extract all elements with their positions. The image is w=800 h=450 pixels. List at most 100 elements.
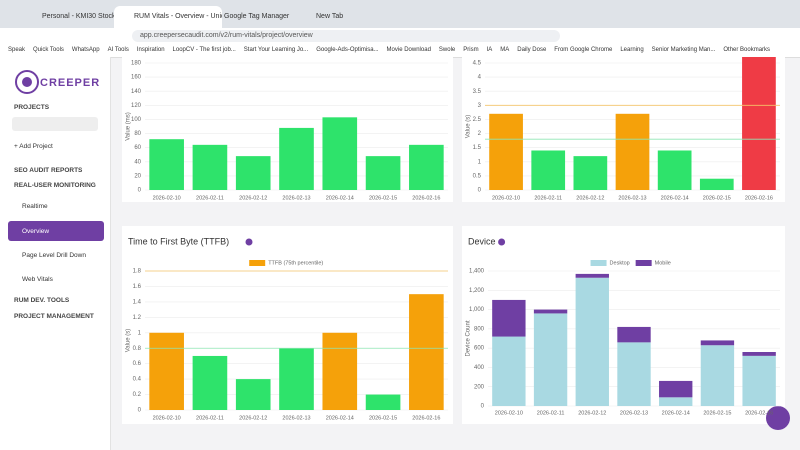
bar — [235, 379, 271, 410]
tab[interactable]: Personal - KMI30 Stock Analysi... — [42, 13, 132, 20]
x-tick-label: 2026-02-14 — [326, 195, 354, 201]
menu-item[interactable]: REAL-USER MONITORING — [14, 182, 96, 189]
active-item — [8, 221, 104, 241]
x-tick-label: 2026-02-13 — [620, 410, 648, 416]
y-tick-label: 0.2 — [133, 392, 142, 398]
menu-item[interactable]: PROJECT MANAGEMENT — [14, 313, 94, 320]
menu-item[interactable]: Realtime — [22, 203, 48, 210]
x-tick-label: 2026-02-11 — [534, 195, 562, 201]
bookmark[interactable]: LoopCV - The first job... — [172, 47, 236, 53]
bar — [365, 394, 401, 410]
y-tick-label: 1.8 — [133, 269, 142, 275]
bookmark[interactable]: WhatsApp — [71, 47, 100, 53]
y-tick-label: 0.5 — [473, 173, 482, 179]
menu-item[interactable]: RUM DEV. TOOLS — [14, 297, 70, 304]
y-tick-label: 800 — [474, 326, 485, 332]
y-tick-label: 0 — [481, 404, 485, 410]
x-tick-label: 2026-02-14 — [326, 415, 354, 421]
y-tick-label: 1.6 — [133, 284, 142, 290]
tab[interactable]: New Tab — [316, 13, 344, 20]
x-tick-label: 2026-02-13 — [618, 195, 646, 201]
y-tick-label: 20 — [134, 173, 141, 179]
tab[interactable]: RUM Vitals - Overview - UniqC... — [114, 6, 222, 28]
y-tick-label: 600 — [474, 346, 485, 352]
bookmark[interactable]: Prism — [463, 47, 479, 53]
y-tick-label: 3.5 — [473, 89, 482, 95]
bar — [575, 273, 609, 278]
bookmark[interactable]: MA — [500, 47, 510, 53]
x-tick-label: 2026-02-16 — [412, 415, 440, 421]
tab-bar: Personal - KMI30 Stock Analysi... RUM Vi… — [0, 0, 800, 28]
x-tick-label: 2026-02-15 — [369, 415, 397, 421]
bookmark[interactable]: Google-Ads-Optimisa... — [316, 47, 379, 53]
bookmarks-bar: Speak Quick Tools WhatsApp AI Tools Inspirat… — [0, 44, 800, 58]
projects-label: PROJECTS — [14, 104, 50, 111]
bookmark[interactable]: Start Your Learning Jo... — [243, 47, 309, 53]
menu-item[interactable]: SEO AUDIT REPORTS — [14, 167, 83, 174]
legend-swatch — [635, 260, 652, 266]
bar — [533, 309, 568, 314]
bar — [700, 345, 735, 406]
chat-button[interactable] — [766, 406, 790, 430]
legend-label: Desktop — [610, 260, 630, 266]
x-tick-label: 2026-02-12 — [578, 410, 606, 416]
bar — [742, 355, 776, 406]
x-tick-label: 2026-02-10 — [495, 410, 523, 416]
bookmark[interactable]: Movie Download — [386, 47, 431, 53]
bar — [279, 127, 314, 190]
bookmark[interactable]: Speak — [8, 47, 26, 53]
bookmark[interactable]: From Google Chrome — [554, 47, 613, 53]
bookmark[interactable]: Senior Marketing Man... — [651, 47, 716, 53]
x-tick-label: 2026-02-12 — [239, 415, 267, 421]
y-axis-title: Value (ms) — [126, 112, 132, 141]
y-tick-label: 0.8 — [133, 346, 142, 352]
x-tick-label: 2026-02-13 — [282, 195, 310, 201]
bar — [192, 144, 228, 190]
y-tick-label: 0 — [138, 188, 142, 194]
chart-title: Device — [468, 236, 496, 246]
y-axis-title: Value (s) — [466, 115, 472, 139]
legend-swatch — [249, 260, 266, 266]
sidebar: CREEPER PROJECTS + Add Project SEO AUDIT… — [0, 57, 111, 450]
x-tick-label: 2026-02-12 — [239, 195, 267, 201]
menu-item[interactable]: Web Vitals — [22, 276, 53, 283]
y-tick-label: 0.4 — [133, 377, 142, 383]
y-tick-label: 160 — [131, 75, 142, 81]
x-tick-label: 2026-02-12 — [576, 195, 604, 201]
y-tick-label: 2 — [478, 131, 482, 137]
y-tick-label: 60 — [134, 145, 141, 151]
bookmark[interactable]: AI Tools — [107, 47, 129, 53]
bookmark[interactable]: Inspiration — [136, 47, 165, 53]
bookmark[interactable]: IA — [486, 47, 493, 53]
bar — [617, 326, 651, 343]
add-project[interactable]: + Add Project — [14, 143, 53, 150]
bar — [322, 117, 358, 190]
project-select[interactable] — [12, 117, 98, 131]
x-tick-label: 2026-02-15 — [369, 195, 397, 201]
x-tick-label: 2026-02-14 — [661, 195, 689, 201]
menu-item[interactable]: Page Level Drill Down — [22, 252, 86, 259]
bookmark[interactable]: Other Bookmarks — [723, 47, 771, 53]
y-tick-label: 180 — [131, 61, 142, 67]
bar — [617, 342, 651, 406]
tab[interactable]: Google Tag Manager — [224, 13, 290, 20]
bookmark[interactable]: Swole — [438, 47, 456, 53]
bookmark[interactable]: Learning — [620, 47, 644, 53]
y-tick-label: 1.5 — [473, 145, 482, 151]
bookmark[interactable]: Quick Tools — [33, 47, 64, 53]
y-tick-label: 1.2 — [133, 315, 142, 321]
y-tick-label: 1 — [478, 159, 482, 165]
y-tick-label: 100 — [131, 117, 142, 123]
bar — [492, 336, 526, 406]
url[interactable]: app.creepersecaudit.com/v2/rum-vitals/pr… — [132, 30, 560, 42]
menu-item[interactable]: Overview — [22, 228, 50, 235]
legend-swatch — [590, 260, 607, 266]
bookmark[interactable]: Daily Dose — [517, 47, 547, 53]
bar — [149, 139, 184, 190]
bar — [533, 313, 568, 406]
y-tick-label: 2.5 — [473, 117, 482, 123]
y-tick-label: 4.5 — [473, 61, 482, 67]
y-tick-label: 1,200 — [469, 288, 485, 294]
x-tick-label: 2026-02-11 — [196, 415, 224, 421]
